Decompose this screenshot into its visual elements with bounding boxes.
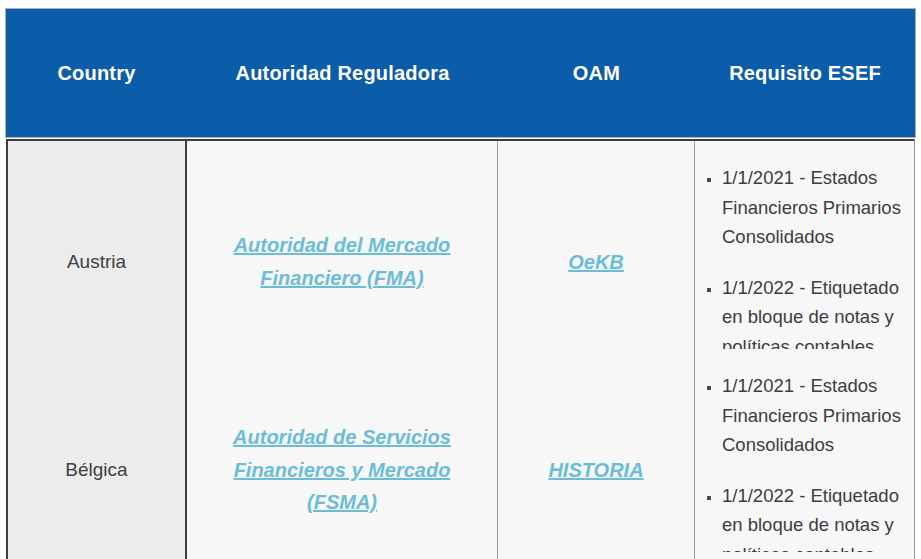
oam-cell: HISTORIA [498, 349, 695, 559]
country-cell: Austria [8, 141, 187, 383]
regulators-table-page: Country Autoridad Reguladora OAM Requisi… [0, 0, 921, 559]
authority-cell: Autoridad del Mercado Financiero (FMA) [187, 141, 498, 383]
authority-cell: Autoridad de Servicios Financieros y Mer… [187, 349, 498, 559]
esef-requirements-list: 1/1/2021 - Estados Financieros Primarios… [695, 371, 914, 559]
oam-link[interactable]: OeKB [568, 246, 624, 278]
column-header-country: Country [6, 62, 187, 85]
table-row-belgica: Bélgica Autoridad de Servicios Financier… [8, 349, 914, 552]
esef-requirement-item: 1/1/2022 - Etiquetado en bloque de notas… [722, 481, 914, 559]
country-cell: Bélgica [8, 349, 187, 559]
authority-cell [187, 552, 498, 559]
oam-cell: OeKB [498, 141, 695, 383]
esef-requirements-cell [695, 552, 914, 559]
table-body: Austria Autoridad del Mercado Financiero… [6, 139, 915, 559]
table-header-row: Country Autoridad Reguladora OAM Requisi… [5, 8, 916, 138]
table-row-austria: Austria Autoridad del Mercado Financiero… [8, 141, 914, 349]
esef-requirement-item: 1/1/2021 - Estados Financieros Primarios… [722, 163, 914, 252]
esef-requirements-cell: 1/1/2021 - Estados Financieros Primarios… [695, 141, 914, 383]
oam-link[interactable]: HISTORIA [548, 454, 643, 486]
esef-requirements-cell: 1/1/2021 - Estados Financieros Primarios… [695, 349, 914, 559]
esef-requirements-list: 1/1/2021 - Estados Financieros Primarios… [695, 163, 914, 362]
authority-link[interactable]: Autoridad del Mercado Financiero (FMA) [205, 229, 479, 294]
country-cell [8, 552, 187, 559]
authority-link[interactable]: Autoridad de Servicios Financieros y Mer… [205, 421, 479, 518]
oam-cell [498, 552, 695, 559]
column-header-esef: Requisito ESEF [695, 62, 915, 85]
table-row-partial [8, 552, 914, 559]
column-header-authority: Autoridad Reguladora [187, 62, 498, 85]
column-header-oam: OAM [498, 62, 695, 85]
esef-requirement-item: 1/1/2021 - Estados Financieros Primarios… [722, 371, 914, 460]
